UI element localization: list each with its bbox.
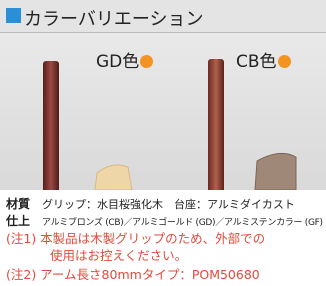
grip-cb xyxy=(208,59,224,190)
variant-text: CB色 xyxy=(236,52,277,72)
product-photo: GD色 CB色 xyxy=(0,33,326,190)
base-cb xyxy=(255,153,296,190)
header: カラーバリエーション xyxy=(0,0,326,33)
base-gd xyxy=(95,165,132,190)
note-line: (注2) アーム長さ80mmタイプ：POM50680 xyxy=(6,264,260,283)
note-line: 使用はお控えください。 xyxy=(50,245,187,264)
header-icon xyxy=(6,8,21,23)
variant-label: GD色 xyxy=(96,47,153,72)
color-dot xyxy=(278,55,291,68)
spec-row: 仕上アルミブロンズ (CB)／アルミゴールド (GD)／アルミステンカラー (G… xyxy=(6,210,323,229)
grip-gd xyxy=(43,61,59,190)
variant-text: GD色 xyxy=(96,52,139,72)
spec-label: 仕上 xyxy=(6,212,42,229)
spec-text: アルミブロンズ (CB)／アルミゴールド (GD)／アルミステンカラー (GF) xyxy=(42,218,323,228)
page: {"header": {"title": "カラーバリエーション"}, "var… xyxy=(0,0,326,286)
color-dot xyxy=(140,55,153,68)
header-title: カラーバリエーション xyxy=(24,5,203,31)
variant-label: CB色 xyxy=(236,47,291,72)
